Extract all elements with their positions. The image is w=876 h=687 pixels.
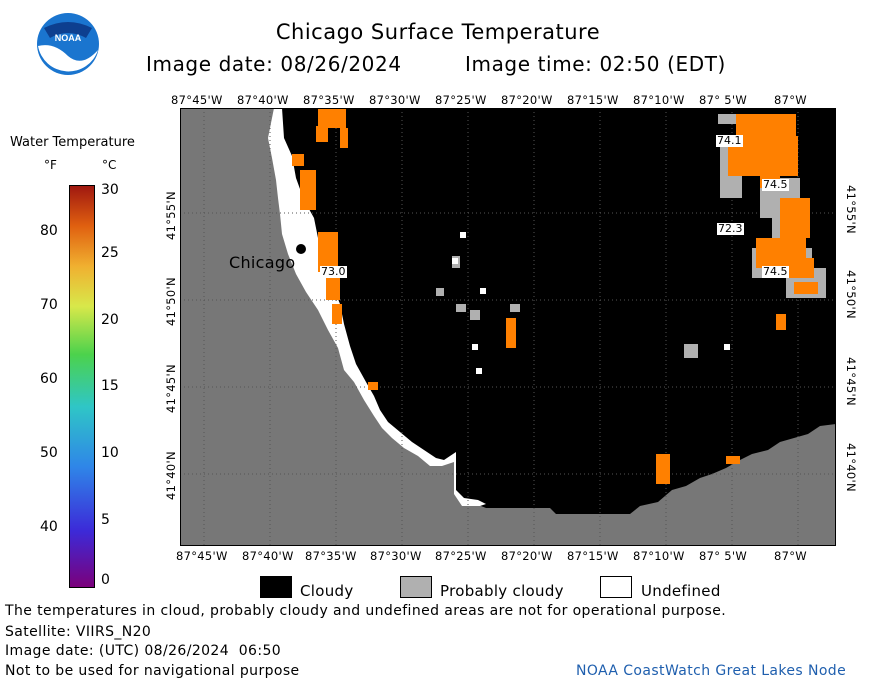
probably-cloudy-swatch [400, 576, 432, 598]
lon-label-top: 87°35'W [303, 93, 355, 107]
temp-label: 74.5 [762, 265, 789, 278]
lon-label-bottom: 87°35'W [305, 549, 357, 563]
temp-label: 72.3 [717, 222, 744, 235]
lon-label-bottom: 87° 5'W [699, 549, 747, 563]
map-title: Chicago Surface Temperature [275, 20, 601, 44]
chicago-marker [296, 244, 306, 254]
c-tick: 30 [101, 182, 119, 198]
f-tick: 70 [40, 297, 58, 313]
map-panel [180, 108, 836, 546]
lon-label-bottom: 87°25'W [435, 549, 487, 563]
cloudy-label: Cloudy [300, 582, 354, 600]
lon-label-bottom: 87°10'W [633, 549, 685, 563]
lat-label-left: 41°45'N [164, 364, 178, 413]
lat-label-left: 41°40'N [164, 451, 178, 500]
lat-label-right: 41°55'N [844, 185, 858, 234]
colorbar-title: Water Temperature [10, 135, 135, 150]
lon-label-top: 87°20'W [501, 93, 553, 107]
cloudy-swatch [260, 576, 292, 598]
lon-label-bottom: 87°W [774, 549, 807, 563]
c-tick: 5 [101, 512, 110, 528]
map-border [180, 108, 836, 546]
unit-fahrenheit: °F [44, 158, 57, 172]
lon-label-top: 87°30'W [369, 93, 421, 107]
temp-label: 74.5 [762, 178, 789, 191]
map-grid [180, 108, 836, 546]
image-date: Image date: 08/26/2024 [146, 52, 402, 76]
lon-label-top: 87°45'W [171, 93, 223, 107]
temp-label: 73.0 [320, 265, 347, 278]
f-tick: 60 [40, 371, 58, 387]
unit-celsius: °C [102, 158, 117, 172]
probably-cloudy-label: Probably cloudy [440, 582, 564, 600]
noaa-logo-icon: NOAA [37, 13, 99, 75]
lon-label-bottom: 87°15'W [567, 549, 619, 563]
lake-cloud-area [270, 108, 836, 514]
colorbar [69, 185, 95, 588]
lat-label-right: 41°45'N [844, 357, 858, 406]
c-tick: 0 [101, 572, 110, 588]
credit-text: NOAA CoastWatch Great Lakes Node [576, 663, 847, 679]
map-canvas [180, 108, 836, 546]
lon-label-bottom: 87°45'W [176, 549, 228, 563]
lat-label-left: 41°50'N [164, 277, 178, 326]
c-tick: 20 [101, 312, 119, 328]
lon-label-bottom: 87°20'W [501, 549, 553, 563]
lon-label-bottom: 87°30'W [370, 549, 422, 563]
utc-date-text: Image date: (UTC) 08/26/2024 06:50 [5, 643, 282, 659]
lon-label-top: 87°10'W [633, 93, 685, 107]
undefined-label: Undefined [641, 582, 721, 600]
lat-label-right: 41°50'N [844, 270, 858, 319]
noaa-logo: NOAA [36, 12, 100, 76]
undefined-swatch [600, 576, 632, 598]
c-tick: 25 [101, 245, 119, 261]
undefined-dots [452, 232, 730, 374]
lat-label-left: 41°55'N [164, 191, 178, 240]
disclaimer-text: The temperatures in cloud, probably clou… [5, 603, 727, 619]
lat-label-right: 41°40'N [844, 443, 858, 492]
satellite-text: Satellite: VIIRS_N20 [5, 624, 152, 640]
c-tick: 15 [101, 378, 119, 394]
c-tick: 10 [101, 445, 119, 461]
noaa-logo-text: NOAA [55, 33, 82, 43]
f-tick: 80 [40, 223, 58, 239]
lon-label-top: 87°W [774, 93, 807, 107]
lon-label-bottom: 87°40'W [242, 549, 294, 563]
nav-warning-text: Not to be used for navigational purpose [5, 663, 300, 679]
lon-label-top: 87°40'W [237, 93, 289, 107]
f-tick: 40 [40, 519, 58, 535]
lon-label-top: 87°15'W [567, 93, 619, 107]
temp-label: 74.1 [716, 134, 743, 147]
lon-label-top: 87° 5'W [699, 93, 747, 107]
chicago-label: Chicago [229, 253, 296, 272]
f-tick: 50 [40, 445, 58, 461]
image-time: Image time: 02:50 (EDT) [465, 52, 726, 76]
lon-label-top: 87°25'W [435, 93, 487, 107]
